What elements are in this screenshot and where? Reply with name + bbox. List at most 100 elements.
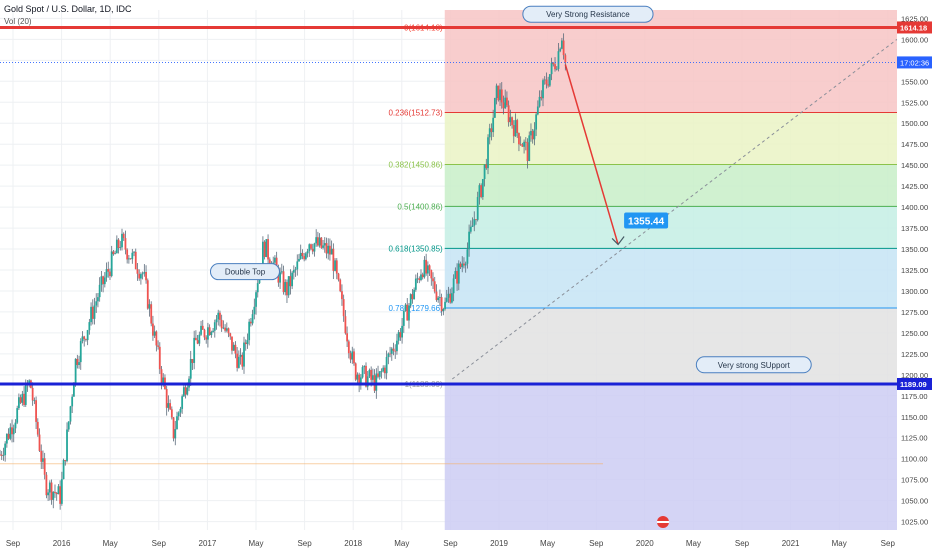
candle-body: [220, 319, 223, 329]
candle-body: [155, 331, 158, 346]
projection-arrowhead: [611, 236, 625, 246]
candle-body: [97, 297, 99, 302]
candle-body: [105, 269, 108, 278]
candle-body: [334, 260, 336, 271]
candle-body: [274, 257, 276, 263]
candle-body: [375, 373, 378, 391]
x-tick-label: May: [686, 539, 701, 548]
candle-body: [198, 334, 201, 344]
x-tick-label: 2021: [782, 539, 800, 548]
fib-level-label: 0.786(1279.66): [388, 304, 443, 313]
fib-level-label: 0.382(1450.86): [388, 160, 443, 169]
candle-body: [406, 304, 409, 321]
candle-body: [557, 51, 560, 69]
candle-body: [533, 129, 536, 140]
x-tick-label: May: [248, 539, 263, 548]
candle-body: [404, 304, 407, 311]
volume-indicator-label[interactable]: Vol (20): [4, 17, 32, 26]
candle-body: [16, 408, 19, 423]
candle-body: [349, 353, 352, 360]
candle-body: [136, 269, 139, 274]
candle-body: [346, 333, 349, 342]
candle-body: [167, 403, 170, 408]
y-tick-label: 1300.00: [901, 287, 928, 296]
candle-body: [435, 291, 438, 301]
candle-body: [294, 269, 297, 271]
y-tick-label: 1425.00: [901, 182, 928, 191]
candle-body: [181, 396, 184, 409]
candle-body: [389, 353, 391, 355]
candle-body: [370, 369, 373, 380]
candle-body: [0, 454, 3, 456]
candle-body: [121, 233, 123, 248]
candle-body: [308, 244, 311, 252]
candle-body: [170, 409, 173, 418]
candle-body: [217, 312, 220, 320]
candle-body: [526, 142, 529, 161]
candle-body: [222, 327, 225, 329]
candle-body: [518, 133, 520, 145]
chart-title: Gold Spot / U.S. Dollar, 1D, IDC: [4, 4, 132, 14]
resistance-price-label: 1614.18: [900, 23, 927, 32]
candle-body: [93, 305, 96, 319]
x-tick-label: 2016: [53, 539, 71, 548]
candle-body: [212, 330, 214, 332]
candle-body: [394, 350, 397, 352]
candle-body: [76, 358, 79, 366]
candle-body: [409, 294, 412, 306]
target-badge: [624, 212, 669, 229]
candle-body: [60, 479, 63, 504]
candle-body: [354, 363, 357, 380]
projection-arrow: 1355.44: [564, 64, 669, 246]
y-tick-label: 1450.00: [901, 161, 928, 170]
candle-body: [545, 79, 548, 85]
candle-body: [342, 299, 345, 317]
candle-body: [268, 259, 271, 266]
candle-body: [480, 185, 483, 197]
candle-body: [316, 237, 319, 246]
candle-body: [468, 231, 471, 250]
x-tick-label: May: [394, 539, 409, 548]
candle-body: [146, 280, 149, 309]
candle-body: [481, 179, 484, 197]
candle-body: [100, 276, 103, 285]
candle-body: [150, 304, 153, 324]
candle-body: [256, 283, 259, 293]
x-tick-label: 2018: [344, 539, 362, 548]
candle-body: [14, 422, 17, 429]
candlestick-series: [0, 33, 567, 510]
candle-body: [12, 428, 15, 435]
y-tick-label: 1400.00: [901, 203, 928, 212]
very-strong-resistance-text: Very Strong Resistance: [546, 10, 630, 19]
candle-body: [90, 306, 92, 323]
candle-body: [286, 282, 288, 296]
candle-body: [299, 252, 302, 259]
candle-body: [172, 417, 175, 439]
candle-body: [493, 98, 496, 118]
candle-body: [91, 306, 94, 319]
candle-body: [454, 270, 457, 279]
resistance-price-badge: [897, 21, 932, 34]
candle-body: [213, 322, 216, 331]
candle-body: [478, 185, 481, 198]
candle-body: [102, 276, 105, 285]
candle-body: [115, 239, 118, 254]
candle-body: [179, 408, 182, 413]
candle-body: [377, 373, 379, 377]
candle-body: [509, 117, 512, 123]
candle-body: [384, 367, 386, 374]
candle-body: [511, 117, 513, 126]
candle-body: [440, 297, 443, 312]
candle-body: [248, 321, 251, 341]
candle-body: [411, 294, 414, 300]
candle-body: [107, 269, 110, 272]
current-price-badge: [897, 56, 932, 69]
y-tick-label: 1200.00: [901, 371, 928, 380]
candle-body: [466, 249, 469, 264]
candle-body: [74, 358, 77, 384]
candle-body: [193, 337, 196, 363]
candle-body: [396, 340, 398, 352]
candle-body: [555, 68, 558, 70]
candle-body: [249, 321, 252, 324]
